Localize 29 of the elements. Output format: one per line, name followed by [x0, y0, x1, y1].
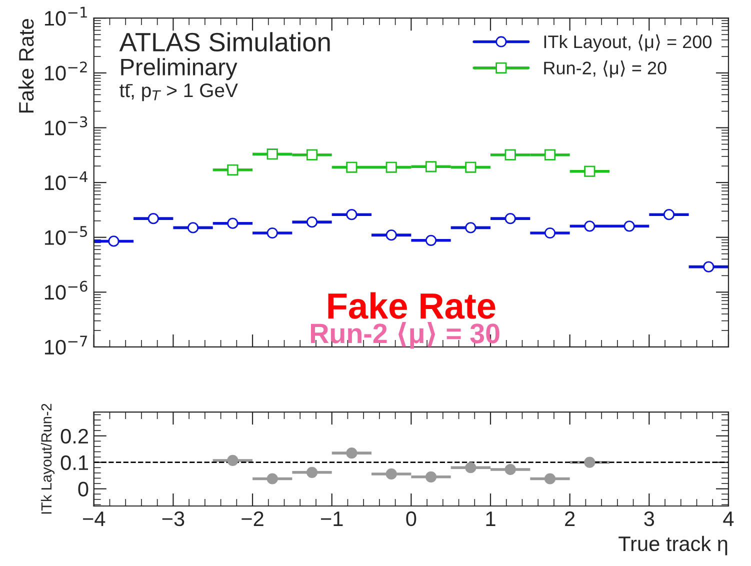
y-tick-label: 0.2	[60, 428, 88, 444]
y-tick-label: 0.1	[60, 455, 88, 470]
annotation: Fake Rate	[328, 292, 496, 319]
annotation: tt̄, p$_{T}$ > 1 GeV	[120, 83, 238, 102]
annotation: Preliminary	[121, 58, 238, 80]
y-tick-label: 10$^{−3}$	[44, 116, 88, 136]
x-tick-label: −3	[162, 511, 184, 526]
x-tick-label: 2	[565, 511, 575, 526]
y-axis-title: Fake Rate	[18, 19, 34, 113]
y-tick-label: 10$^{−1}$	[44, 6, 87, 26]
x-axis-title: True track η	[618, 536, 728, 556]
y-tick-label: 10$^{−5}$	[44, 226, 87, 245]
x-tick-label: 0	[406, 511, 416, 526]
x-tick-label: −4	[83, 512, 106, 526]
x-tick-label: 4	[723, 512, 734, 526]
annotation: ATLAS Simulation	[119, 32, 330, 52]
x-tick-label: 1	[486, 512, 496, 526]
y-tick-label: 10$^{−4}$	[44, 171, 88, 190]
legend-label: ITk Layout, ⟨μ⟩ = 200	[544, 34, 712, 52]
annotation: Run-2 ⟨μ⟩ = 30	[311, 322, 500, 349]
y-tick-label: 0	[78, 482, 88, 497]
x-tick-label: −2	[242, 511, 264, 526]
y-tick-label: 10$^{−7}$	[44, 336, 88, 355]
y-tick-label: 10$^{−6}$	[44, 280, 88, 300]
y-tick-label: 10$^{−2}$	[44, 62, 87, 81]
x-tick-label: −1	[321, 512, 343, 526]
y-axis-title: ITk Layout/Run-2	[40, 404, 54, 514]
x-tick-label: 3	[644, 511, 654, 526]
legend-label: Run-2, ⟨μ⟩ = 20	[544, 60, 666, 78]
